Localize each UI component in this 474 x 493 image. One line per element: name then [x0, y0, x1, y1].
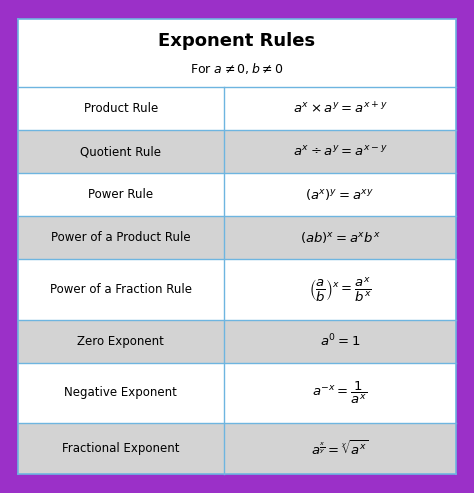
Text: $a^x \times a^y = a^{x+y}$: $a^x \times a^y = a^{x+y}$: [292, 102, 387, 117]
FancyBboxPatch shape: [18, 174, 224, 216]
Text: $a^{-x} = \dfrac{1}{a^x}$: $a^{-x} = \dfrac{1}{a^x}$: [312, 379, 367, 406]
Text: Negative Exponent: Negative Exponent: [64, 386, 177, 399]
Text: $\left(a^x\right)^y = a^{xy}$: $\left(a^x\right)^y = a^{xy}$: [306, 187, 374, 203]
FancyBboxPatch shape: [18, 423, 224, 474]
FancyBboxPatch shape: [224, 259, 456, 319]
FancyBboxPatch shape: [224, 174, 456, 216]
FancyBboxPatch shape: [224, 131, 456, 174]
FancyBboxPatch shape: [18, 319, 224, 362]
Text: Quotient Rule: Quotient Rule: [81, 145, 162, 158]
Text: Power Rule: Power Rule: [88, 188, 154, 202]
Text: $a^x \div a^y = a^{x-y}$: $a^x \div a^y = a^{x-y}$: [292, 145, 387, 159]
FancyBboxPatch shape: [224, 216, 456, 259]
Text: $\left(\dfrac{a}{b}\right)^x = \dfrac{a^x}{b^x}$: $\left(\dfrac{a}{b}\right)^x = \dfrac{a^…: [309, 276, 371, 304]
FancyBboxPatch shape: [224, 423, 456, 474]
Text: $a^{\frac{x}{y}} = \sqrt[y]{a^x}$: $a^{\frac{x}{y}} = \sqrt[y]{a^x}$: [311, 439, 369, 458]
Text: Power of a Product Rule: Power of a Product Rule: [51, 231, 191, 245]
FancyBboxPatch shape: [18, 19, 456, 474]
FancyBboxPatch shape: [224, 362, 456, 423]
FancyBboxPatch shape: [18, 19, 456, 87]
FancyBboxPatch shape: [18, 362, 224, 423]
Text: Zero Exponent: Zero Exponent: [77, 335, 164, 348]
Text: Exponent Rules: Exponent Rules: [158, 33, 316, 50]
FancyBboxPatch shape: [18, 87, 224, 131]
Text: $a^0 = 1$: $a^0 = 1$: [319, 333, 360, 350]
FancyBboxPatch shape: [18, 131, 224, 174]
FancyBboxPatch shape: [224, 87, 456, 131]
FancyBboxPatch shape: [18, 216, 224, 259]
FancyBboxPatch shape: [18, 259, 224, 319]
Text: Power of a Fraction Rule: Power of a Fraction Rule: [50, 283, 192, 296]
Text: Fractional Exponent: Fractional Exponent: [62, 442, 180, 455]
Text: For $a \neq 0, b \neq 0$: For $a \neq 0, b \neq 0$: [190, 62, 284, 76]
Text: $\left(ab\right)^x = a^x b^x$: $\left(ab\right)^x = a^x b^x$: [300, 230, 380, 246]
FancyBboxPatch shape: [224, 319, 456, 362]
Text: Product Rule: Product Rule: [84, 103, 158, 115]
